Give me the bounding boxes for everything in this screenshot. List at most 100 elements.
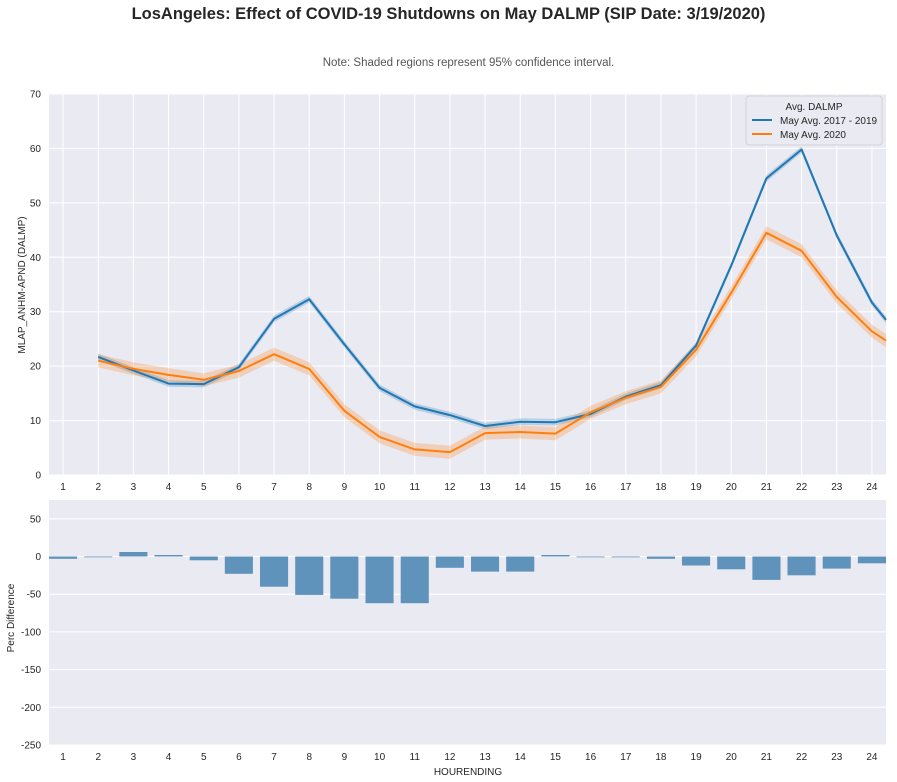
bottom-x-tick-label: 1 [60,752,66,763]
bottom-x-tick-label: 18 [655,752,667,763]
bar-hour-6 [224,556,253,574]
bottom-x-tick-label: 23 [831,752,843,763]
top-series-lines [97,148,887,454]
bar-hour-8 [295,556,324,595]
bottom-y-tick-label: -50 [27,590,42,601]
top-x-tick-label: 15 [550,482,562,493]
top-x-tick-label: 2 [95,482,101,493]
top-x-tick-label: 20 [726,482,738,493]
bottom-x-tick-label: 11 [410,752,421,763]
legend-label-series-2: May Avg. 2020 [780,130,846,141]
bar-hour-9 [330,556,359,599]
top-x-tick-label: 11 [410,482,421,493]
top-x-tick-label: 7 [271,482,277,493]
top-x-tick-label: 3 [131,482,137,493]
bottom-y-tick-label: -250 [21,741,41,752]
top-x-tick-label: 14 [515,482,527,493]
bottom-y-tick-label: 50 [30,514,42,525]
bottom-gridlines [49,518,886,746]
bottom-x-tick-label: 5 [201,752,207,763]
top-y-tick-label: 70 [30,90,42,101]
top-x-tick-label: 8 [306,482,312,493]
bottom-x-tick-label: 19 [691,752,703,763]
top-x-tick-label: 19 [691,482,703,493]
bar-hour-23 [822,556,851,569]
line-series-2 [97,231,887,454]
bar-hour-22 [787,556,816,576]
top-x-tick-label: 24 [866,482,878,493]
bottom-y-tick-label: -200 [21,703,41,714]
bottom-x-axis-label: HOURENDING [434,767,503,778]
bottom-x-tick-label: 17 [620,752,632,763]
bar-hour-4 [154,555,183,557]
top-x-tick-label: 23 [831,482,843,493]
bottom-x-tick-label: 20 [726,752,738,763]
bottom-x-tick-label: 10 [374,752,386,763]
top-x-tick-label: 6 [236,482,242,493]
bottom-y-tick-label: -150 [21,665,41,676]
bottom-x-tick-label: 6 [236,752,242,763]
bar-hour-13 [471,556,500,572]
top-x-tick-label: 5 [201,482,207,493]
bar-hour-12 [435,556,464,568]
bottom-bars [49,552,886,604]
bottom-x-tick-label: 9 [342,752,348,763]
top-gridlines [49,93,886,476]
bottom-x-tick-label: 22 [796,752,808,763]
top-x-tick-label: 21 [761,482,773,493]
top-x-tick-label: 22 [796,482,808,493]
bottom-x-tick-label: 13 [480,752,492,763]
bar-hour-10 [365,556,394,604]
bar-hour-5 [189,556,218,561]
bottom-y-tick-labels: 50 0 -50 -100 -150 -200 -250 [21,514,41,751]
bar-hour-11 [400,556,429,604]
legend-label-series-1: May Avg. 2017 - 2019 [780,116,878,127]
bottom-x-tick-label: 16 [585,752,597,763]
top-y-tick-label: 0 [35,471,41,482]
bottom-x-tick-labels: 1 2 3 4 5 6 7 8 9 10 11 12 13 14 15 16 17 18 19 20 21 22 23 24 [60,752,878,763]
top-y-axis-label: MLAP_ANHM-APND (DALMP) [17,216,28,353]
top-y-tick-label: 60 [30,144,42,155]
bottom-y-tick-label: 0 [35,552,41,563]
bottom-x-tick-label: 24 [866,752,878,763]
bottom-x-tick-label: 2 [95,752,101,763]
top-plot-area [49,94,886,475]
bottom-x-tick-label: 12 [444,752,456,763]
legend-box [745,95,883,146]
bar-hour-1 [49,556,78,559]
bar-hour-2 [84,556,113,558]
legend-title: Avg. DALMP [785,102,842,113]
top-y-tick-labels: 0 10 20 30 40 50 60 70 [30,90,42,482]
bar-hour-3 [119,552,148,557]
bottom-x-tick-label: 4 [166,752,172,763]
top-x-tick-label: 9 [342,482,348,493]
chart-title: LosAngeles: Effect of COVID-19 Shutdowns… [131,5,766,23]
bar-hour-21 [752,556,781,580]
line-series-1 [97,148,887,427]
bottom-x-tick-label: 14 [515,752,527,763]
top-y-tick-label: 20 [30,362,42,373]
top-x-tick-label: 12 [444,482,456,493]
bar-hour-20 [717,556,746,570]
legend: Avg. DALMP May Avg. 2017 - 2019 May Avg.… [745,95,883,146]
top-x-tick-label: 17 [620,482,632,493]
top-y-tick-label: 40 [30,253,42,264]
bottom-plot-area [49,500,886,745]
top-x-tick-label: 16 [585,482,597,493]
bar-hour-17 [611,556,640,558]
top-x-tick-label: 4 [166,482,172,493]
chart-note: Note: Shaded regions represent 95% confi… [322,57,615,69]
bar-hour-15 [541,555,570,557]
bottom-y-axis-label: Perc Difference [6,583,17,652]
bottom-x-tick-label: 8 [306,752,312,763]
bottom-y-tick-label: -100 [21,627,41,638]
bar-hour-18 [646,556,675,559]
bottom-x-tick-label: 21 [761,752,773,763]
bar-hour-7 [260,556,289,587]
top-x-tick-label: 10 [374,482,386,493]
bottom-x-tick-label: 7 [271,752,277,763]
bar-hour-24 [857,556,886,564]
top-y-tick-label: 30 [30,307,42,318]
top-y-tick-label: 50 [30,198,42,209]
